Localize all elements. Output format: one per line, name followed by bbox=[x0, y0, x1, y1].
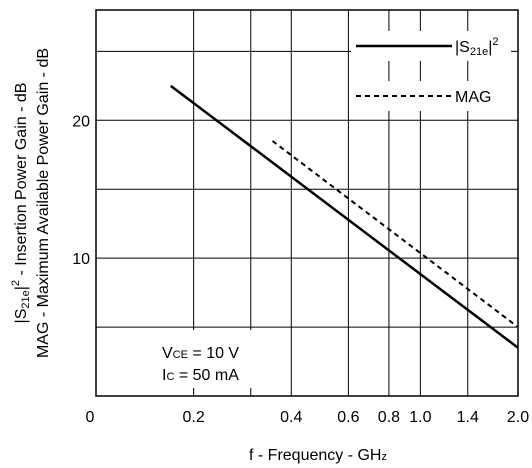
x-tick-label: 1.0 bbox=[409, 409, 431, 426]
x-tick-label: 2.0 bbox=[507, 409, 529, 426]
y-axis-label-1: |S21e|2 - Insertion Power Gain - dB bbox=[10, 83, 32, 324]
x-axis-label: f - Frequency - GHz bbox=[249, 447, 387, 464]
x-tick-label: 0 bbox=[86, 409, 95, 426]
grid bbox=[96, 10, 518, 396]
x-tick-label: 0.6 bbox=[337, 409, 359, 426]
y-axis-label-2: MAG - Maximum Available Power Gain - dB bbox=[35, 48, 52, 358]
x-tick-label: 1.4 bbox=[457, 409, 479, 426]
series-s21-line bbox=[169, 84, 519, 349]
plot-frame bbox=[95, 9, 519, 397]
x-tick-label: 0.2 bbox=[183, 409, 205, 426]
y-tick-label: 20 bbox=[72, 113, 90, 130]
x-tick-label: 0.8 bbox=[378, 409, 400, 426]
series-mag-line bbox=[271, 140, 519, 328]
legend-s21-label: |S21e|2 bbox=[455, 36, 498, 58]
y-tick-labels: 10 20 bbox=[72, 113, 90, 268]
legend-mag-label: MAG bbox=[455, 89, 491, 106]
x-tick-label: 0.4 bbox=[280, 409, 302, 426]
annotation-vce: VCE = 10 V bbox=[162, 345, 239, 362]
annotation-ic: IC = 50 mA bbox=[162, 367, 239, 384]
x-tick-labels: 0 0.2 0.4 0.6 0.8 1.0 1.4 2.0 bbox=[86, 409, 530, 426]
annotation-box bbox=[140, 330, 270, 388]
y-tick-label: 10 bbox=[72, 251, 90, 268]
